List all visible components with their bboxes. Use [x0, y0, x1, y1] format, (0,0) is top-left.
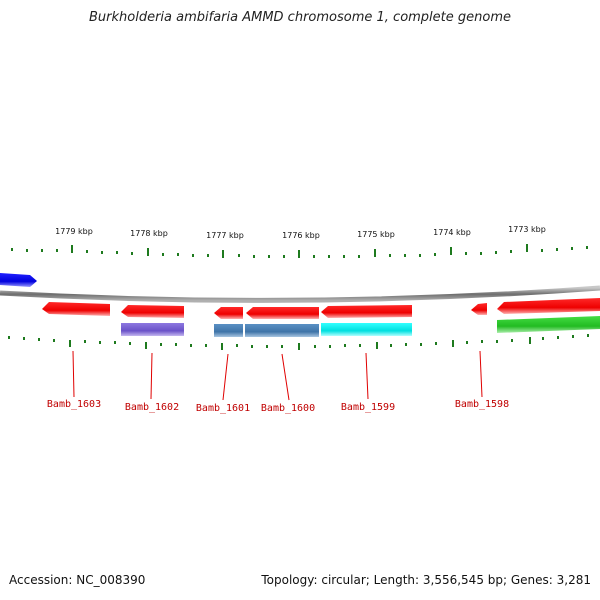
scale-label: 1775 kbp — [357, 230, 395, 239]
cog-category-bars — [121, 316, 600, 337]
gene-bamb-1600[interactable] — [246, 307, 319, 319]
leader-line-bamb-1601 — [222, 353, 229, 401]
cog-bar-bamb-1602 — [121, 323, 184, 336]
leader-line-bamb-1602 — [150, 352, 153, 400]
gene-label[interactable]: Bamb_1601 — [196, 403, 250, 414]
leader-line-bamb-1598 — [479, 350, 483, 398]
scale-label: 1779 kbp — [55, 227, 93, 236]
gene-label[interactable]: Bamb_1602 — [125, 402, 179, 413]
upper-ticks — [11, 244, 588, 258]
cog-bar-bamb-1599 — [321, 323, 412, 336]
gene-label[interactable]: Bamb_1599 — [341, 402, 395, 413]
reverse-strand-genes — [42, 298, 600, 319]
gene-label[interactable]: Bamb_1598 — [455, 399, 509, 410]
leader-line-bamb-1603 — [72, 350, 75, 398]
scale-label: 1773 kbp — [508, 225, 546, 234]
gene-offscreen-right[interactable] — [497, 298, 600, 314]
genome-title: Burkholderia ambifaria AMMD chromosome 1… — [88, 10, 512, 25]
cog-bar-bamb-1601 — [214, 324, 243, 337]
leader-line-bamb-1600 — [281, 353, 290, 401]
gene-label[interactable]: Bamb_1603 — [47, 399, 101, 410]
scale-labels: 1779 kbp 1778 kbp 1777 kbp 1776 kbp 1775… — [55, 225, 546, 240]
leader-line-bamb-1599 — [365, 352, 369, 400]
gene-bamb-1598[interactable] — [471, 303, 487, 315]
gene-label-leaders — [72, 350, 483, 401]
scale-label: 1777 kbp — [206, 231, 244, 240]
lower-ticks — [8, 334, 589, 350]
scale-label: 1776 kbp — [282, 231, 320, 240]
accession-label: Accession: NC_008390 — [9, 573, 146, 587]
gene-forward-blue[interactable] — [0, 273, 37, 287]
gene-bamb-1599[interactable] — [321, 305, 412, 318]
gene-labels: Bamb_1603 Bamb_1602 Bamb_1601 Bamb_1600 … — [47, 399, 509, 414]
gene-label[interactable]: Bamb_1600 — [261, 403, 315, 414]
gene-bamb-1603[interactable] — [42, 302, 110, 316]
topology-label: Topology: circular; Length: 3,556,545 bp… — [261, 573, 591, 587]
gene-bamb-1602[interactable] — [121, 305, 184, 318]
cog-bar-bamb-1600 — [245, 324, 319, 337]
scale-label: 1778 kbp — [130, 229, 168, 238]
cog-bar-offscreen-right — [497, 316, 600, 333]
genome-backbone — [0, 285, 600, 303]
gene-bamb-1601[interactable] — [214, 307, 243, 319]
scale-label: 1774 kbp — [433, 228, 471, 237]
